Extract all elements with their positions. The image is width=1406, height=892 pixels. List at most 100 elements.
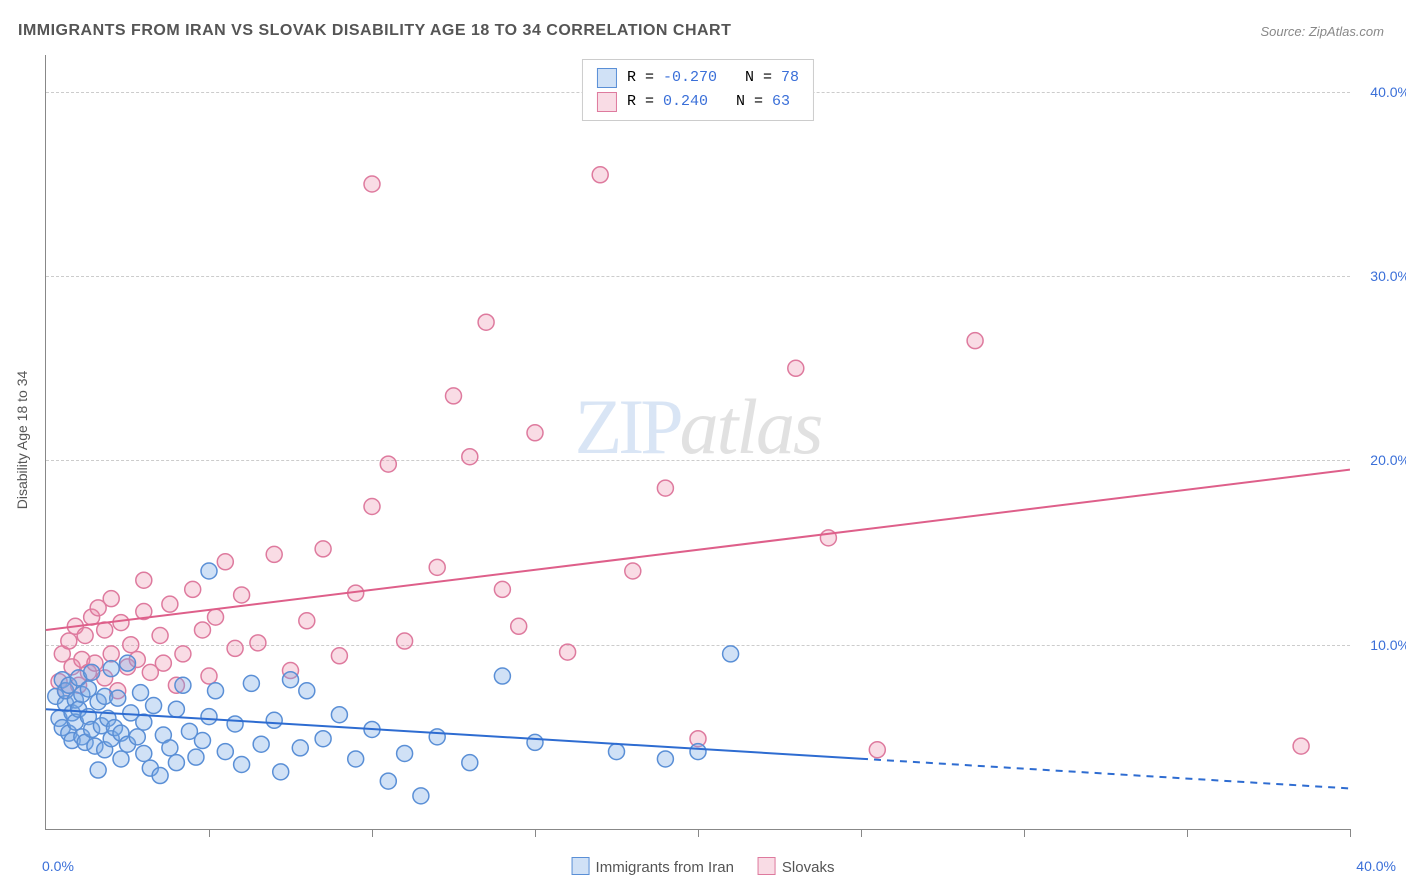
data-point xyxy=(397,633,413,649)
x-axis-max-label: 40.0% xyxy=(1356,858,1396,874)
data-point xyxy=(625,563,641,579)
n-label: N = xyxy=(736,93,772,110)
data-point xyxy=(283,672,299,688)
data-point xyxy=(234,757,250,773)
scatter-plot-area: ZIPatlas R = -0.270 N = 78 R = 0.240 N =… xyxy=(45,55,1350,830)
data-point xyxy=(462,449,478,465)
data-point xyxy=(113,751,129,767)
x-tick xyxy=(209,829,210,837)
data-point xyxy=(292,740,308,756)
data-point xyxy=(527,734,543,750)
data-point xyxy=(446,388,462,404)
data-point xyxy=(103,661,119,677)
data-point xyxy=(250,635,266,651)
data-point xyxy=(136,745,152,761)
data-point xyxy=(123,637,139,653)
data-point xyxy=(299,613,315,629)
legend-item-slovaks: Slovaks xyxy=(758,857,835,876)
data-point xyxy=(657,751,673,767)
data-point xyxy=(217,744,233,760)
data-point xyxy=(162,740,178,756)
data-point xyxy=(266,712,282,728)
data-point xyxy=(299,683,315,699)
data-point xyxy=(243,675,259,691)
r-label: R = xyxy=(627,69,663,86)
data-point xyxy=(397,745,413,761)
data-point xyxy=(185,581,201,597)
legend-label-iran: Immigrants from Iran xyxy=(596,859,734,876)
x-tick xyxy=(861,829,862,837)
y-tick-label: 20.0% xyxy=(1355,452,1406,468)
data-point xyxy=(331,648,347,664)
data-point xyxy=(788,360,804,376)
n-value-slovaks: 63 xyxy=(772,93,790,110)
data-point xyxy=(77,628,93,644)
x-tick xyxy=(1024,829,1025,837)
data-point xyxy=(146,698,162,714)
x-tick xyxy=(535,829,536,837)
y-tick-label: 40.0% xyxy=(1355,84,1406,100)
data-point xyxy=(129,729,145,745)
data-point xyxy=(413,788,429,804)
data-point xyxy=(315,731,331,747)
data-point xyxy=(478,314,494,330)
data-point xyxy=(136,572,152,588)
x-tick xyxy=(372,829,373,837)
data-point xyxy=(90,762,106,778)
data-point xyxy=(208,609,224,625)
data-point xyxy=(723,646,739,662)
trend-line-extrapolated xyxy=(861,759,1350,789)
n-label: N = xyxy=(745,69,781,86)
data-point xyxy=(227,716,243,732)
data-point xyxy=(348,751,364,767)
legend-label-slovaks: Slovaks xyxy=(782,859,835,876)
y-tick-label: 30.0% xyxy=(1355,268,1406,284)
data-point xyxy=(364,176,380,192)
data-point xyxy=(61,633,77,649)
data-point xyxy=(133,685,149,701)
data-point xyxy=(967,333,983,349)
trend-line xyxy=(46,470,1350,630)
data-point xyxy=(201,563,217,579)
x-tick xyxy=(1350,829,1351,837)
data-point xyxy=(84,664,100,680)
data-point xyxy=(429,559,445,575)
x-axis-min-label: 0.0% xyxy=(42,858,74,874)
legend-swatch-slovaks xyxy=(597,92,617,112)
data-point xyxy=(560,644,576,660)
data-point xyxy=(657,480,673,496)
data-point xyxy=(494,581,510,597)
data-point xyxy=(527,425,543,441)
source-name: ZipAtlas.com xyxy=(1309,24,1384,39)
data-point xyxy=(331,707,347,723)
data-point xyxy=(273,764,289,780)
data-point xyxy=(120,655,136,671)
data-point xyxy=(227,640,243,656)
legend-swatch-slovaks-icon xyxy=(758,857,776,875)
r-value-slovaks: 0.240 xyxy=(663,93,708,110)
data-point xyxy=(511,618,527,634)
chart-svg-overlay xyxy=(46,55,1350,829)
legend-row-iran: R = -0.270 N = 78 xyxy=(597,66,799,90)
n-value-iran: 78 xyxy=(781,69,799,86)
data-point xyxy=(869,742,885,758)
data-point xyxy=(462,755,478,771)
data-point xyxy=(103,591,119,607)
y-tick-label: 10.0% xyxy=(1355,637,1406,653)
legend-row-slovaks: R = 0.240 N = 63 xyxy=(597,90,799,114)
data-point xyxy=(217,554,233,570)
data-point xyxy=(152,768,168,784)
data-point xyxy=(136,714,152,730)
data-point xyxy=(194,622,210,638)
data-point xyxy=(168,701,184,717)
r-label: R = xyxy=(627,93,663,110)
data-point xyxy=(380,773,396,789)
source-prefix: Source: xyxy=(1260,24,1308,39)
legend-swatch-iran-icon xyxy=(572,857,590,875)
data-point xyxy=(201,668,217,684)
data-point xyxy=(201,709,217,725)
data-point xyxy=(113,615,129,631)
source-attribution: Source: ZipAtlas.com xyxy=(1260,24,1384,39)
data-point xyxy=(152,628,168,644)
data-point xyxy=(175,646,191,662)
